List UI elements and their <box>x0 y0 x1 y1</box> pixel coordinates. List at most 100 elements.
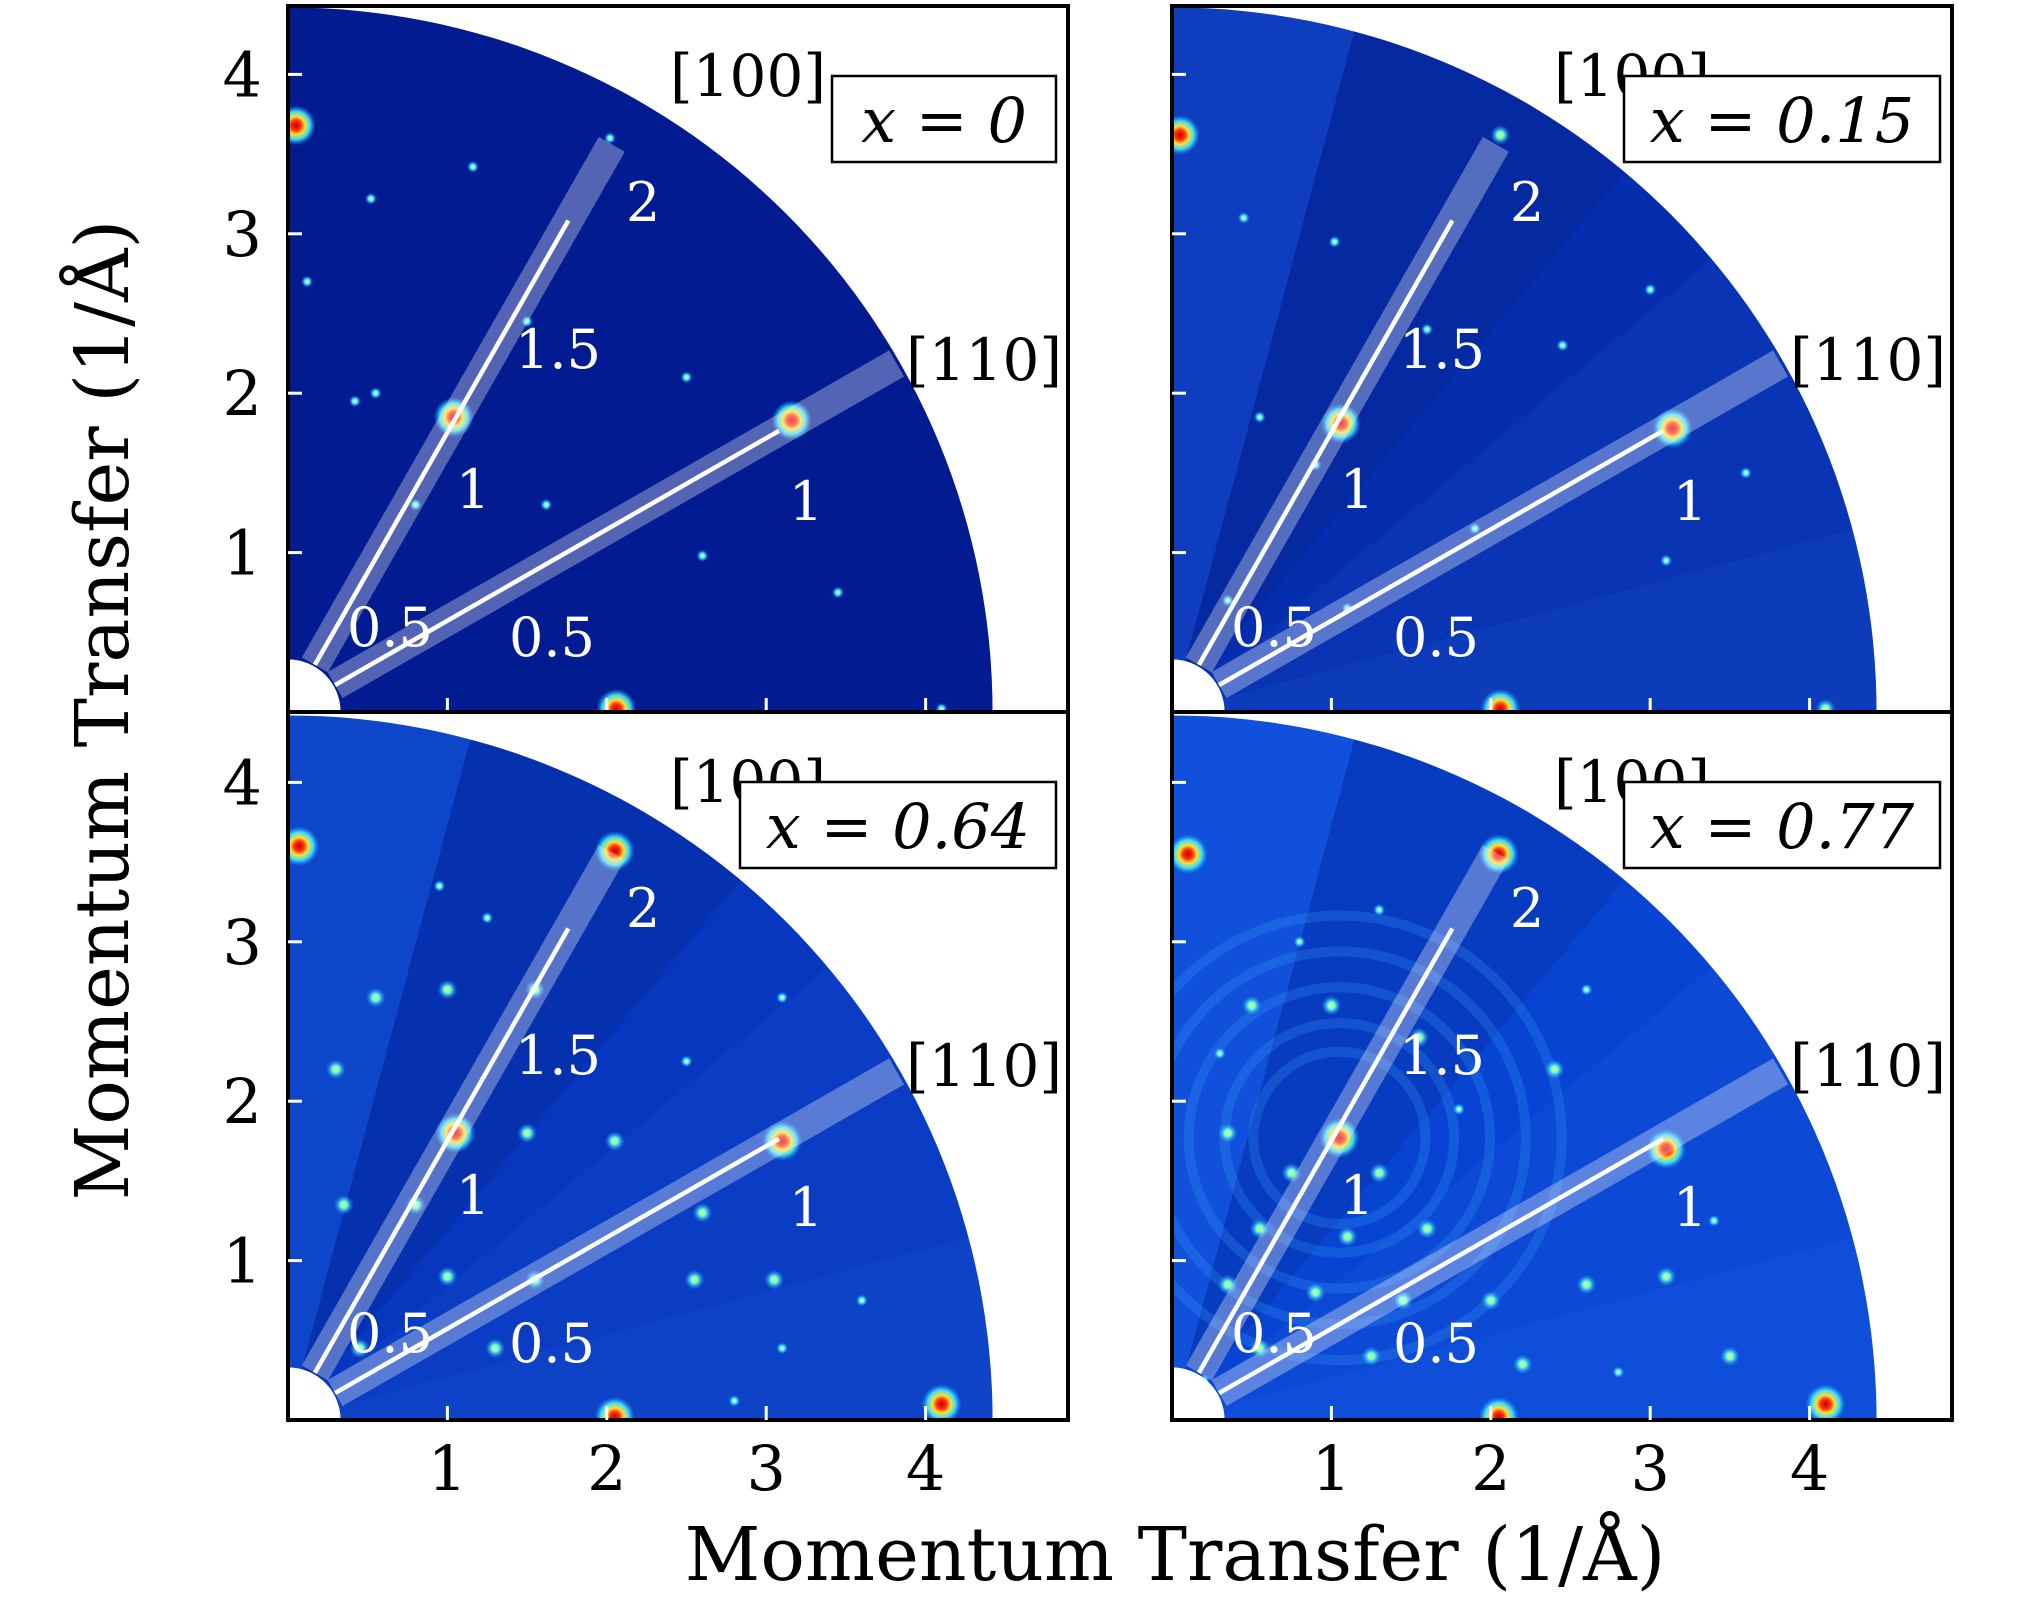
diffraction-spot <box>288 826 320 867</box>
diffraction-spot <box>603 132 616 145</box>
diffraction-spot <box>1660 554 1673 567</box>
diffraction-spot <box>1237 211 1250 224</box>
diffraction-spot <box>1281 1162 1302 1183</box>
detector-sector <box>1172 7 1355 712</box>
intensity-map <box>1172 7 1877 712</box>
diffraction-spot <box>405 1194 426 1215</box>
diffraction-spot <box>594 1396 635 1420</box>
diffraction-spot <box>288 105 316 146</box>
diffraction-spot <box>1480 1290 1501 1311</box>
y-tick-label: 3 <box>223 198 262 271</box>
direction-label-100: [100] <box>670 42 826 110</box>
y-tick-label: 2 <box>223 1065 262 1138</box>
diffraction-spot <box>921 1384 962 1420</box>
detector-sector <box>1172 529 1877 712</box>
x-tick-label: 3 <box>746 1432 785 1505</box>
y-tick-label: 1 <box>223 1225 262 1298</box>
detector-sector <box>288 1237 993 1420</box>
diffraction-spot <box>1739 466 1752 479</box>
line-tick-label: 1.5 <box>515 318 601 381</box>
direction-label-110: [110] <box>1790 1032 1946 1100</box>
line-tick-label: 0.5 <box>1393 1312 1479 1375</box>
line-tick-label: 0.5 <box>509 606 595 669</box>
diffraction-spot <box>1652 408 1693 449</box>
line-tick-label: 1.5 <box>1399 1024 1485 1087</box>
diffraction-spot <box>1719 1346 1740 1367</box>
diffraction-spot <box>855 1294 868 1307</box>
detector-sector <box>288 739 741 1420</box>
axes-frame <box>1170 710 1954 1422</box>
axes-frame <box>286 710 1070 1422</box>
diffraction-spot <box>1707 1214 1720 1227</box>
x-axis-label: Momentum Transfer (1/Å) <box>685 1510 1666 1598</box>
direction-label-110: [110] <box>906 326 1062 394</box>
composition-label-box <box>1622 74 1942 164</box>
diffraction-spot <box>1321 995 1342 1016</box>
line-tick-label: 1 <box>789 470 823 533</box>
direction-line <box>333 1136 781 1396</box>
diffraction-spot <box>485 1338 506 1359</box>
detector-sector <box>1172 967 1853 1420</box>
diffraction-spot <box>1249 1338 1270 1359</box>
diffraction-spot <box>1490 124 1511 145</box>
diffraction-spot <box>1305 1282 1326 1303</box>
composition-label: x = 0 <box>861 84 1027 157</box>
diffraction-spot <box>466 160 479 173</box>
diffuse-ring <box>1248 1046 1431 1229</box>
y-tick-label: 2 <box>223 357 262 430</box>
diffraction-spot <box>776 1342 789 1355</box>
direction-line <box>1196 927 1455 1375</box>
beamstop <box>1172 1367 1225 1420</box>
diffraction-spot <box>1213 1047 1226 1060</box>
diffraction-spot <box>771 400 812 441</box>
diffuse-ring <box>1172 910 1567 1366</box>
diffraction-spot <box>365 987 386 1008</box>
direction-line <box>333 428 781 688</box>
diffraction-spot <box>1480 688 1521 712</box>
diffraction-spot <box>1361 1346 1382 1367</box>
diffraction-spot <box>692 1202 713 1223</box>
direction-line <box>1217 1136 1665 1396</box>
diffraction-spot <box>1253 411 1266 424</box>
direction-line <box>1196 219 1455 667</box>
diffraction-spot <box>1815 698 1836 712</box>
x-tick-label: 3 <box>1630 1432 1669 1505</box>
line-tick-label: 1.5 <box>1399 318 1485 381</box>
x-tick-label: 2 <box>1471 1432 1510 1505</box>
diffraction-spot <box>680 1055 693 1068</box>
diffraction-spot <box>1217 1274 1238 1295</box>
x-tick-label: 4 <box>906 1432 945 1505</box>
diffraction-spot <box>1452 1103 1465 1116</box>
diffraction-spot <box>684 1269 705 1290</box>
y-tick-label: 3 <box>223 906 262 979</box>
diffraction-spot <box>604 1131 625 1152</box>
diffraction-spot <box>540 498 553 511</box>
detector-sector <box>1172 259 1853 712</box>
diffraction-spot <box>1612 1366 1625 1379</box>
detector-sector <box>288 715 471 1420</box>
diffraction-spot <box>1172 834 1208 875</box>
line-tick-label: 1 <box>1673 470 1707 533</box>
line-tick-label: 1 <box>1340 458 1374 521</box>
diffraction-spot <box>437 1266 458 1287</box>
diffraction-spot <box>1544 1059 1565 1080</box>
x-tick-label: 1 <box>428 1432 467 1505</box>
intensity-map <box>288 7 993 712</box>
x-tick-label: 2 <box>587 1432 626 1505</box>
beamstop <box>288 659 341 712</box>
diffraction-spot <box>1249 1218 1270 1239</box>
line-tick-label: 0.5 <box>1231 596 1317 659</box>
diffraction-spot <box>831 586 844 599</box>
diffraction-spot <box>325 1059 346 1080</box>
composition-label-box <box>1622 780 1942 870</box>
diffraction-spot <box>409 498 422 511</box>
line-tick-label: 2 <box>626 877 660 940</box>
diffraction-spot <box>1328 235 1341 248</box>
diffraction-spot <box>1373 903 1386 916</box>
composition-label: x = 0.64 <box>766 790 1030 863</box>
x-tick-label: 4 <box>1790 1432 1829 1505</box>
diffraction-spot <box>1576 1274 1597 1295</box>
diffraction-spot <box>1369 1162 1390 1183</box>
